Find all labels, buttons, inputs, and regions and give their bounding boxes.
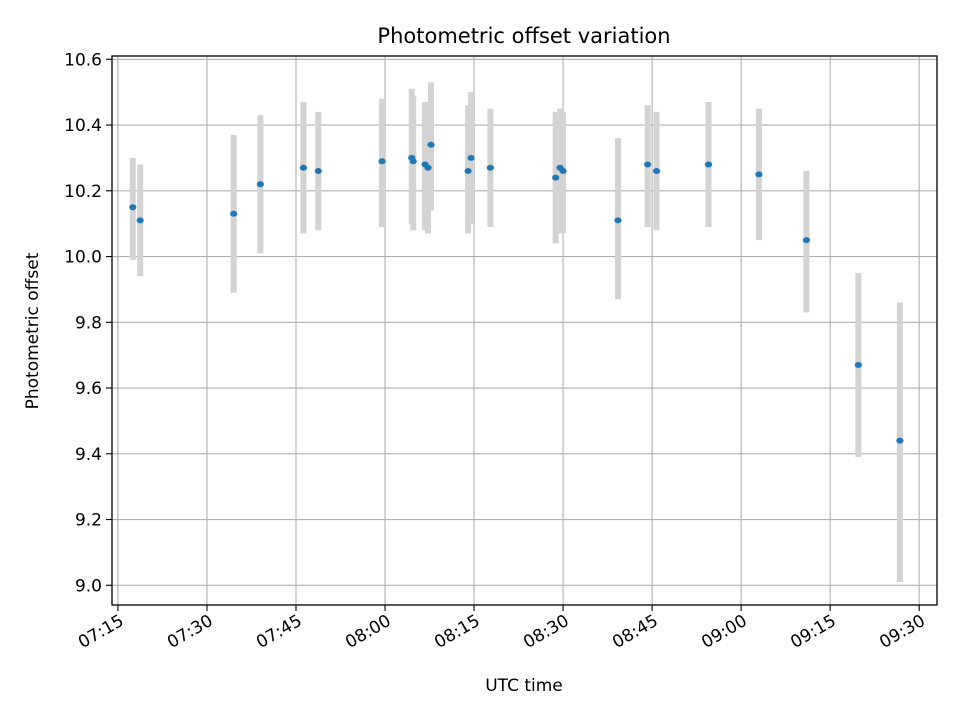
- y-tick-label: 9.4: [75, 445, 102, 465]
- y-axis: 9.0 9.2 9.4 9.6 9.8 10.0 10.2 10.4 10.6: [64, 50, 112, 596]
- data-point: [427, 141, 435, 148]
- data-point: [614, 217, 622, 224]
- data-points: [129, 141, 904, 444]
- data-point: [424, 164, 432, 171]
- plot-area: [111, 55, 938, 606]
- data-point: [467, 154, 475, 161]
- y-tick-label: 10.0: [64, 248, 102, 268]
- y-tick-label: 9.2: [75, 511, 102, 531]
- chart-title: Photometric offset variation: [377, 24, 670, 48]
- data-point: [755, 171, 763, 178]
- data-point: [256, 181, 264, 188]
- data-point: [802, 237, 811, 244]
- y-tick-label: 9.0: [75, 576, 102, 596]
- data-point: [378, 158, 386, 165]
- y-tick-label: 10.4: [64, 116, 102, 136]
- data-point: [464, 168, 472, 175]
- data-point: [409, 158, 417, 165]
- data-point: [644, 161, 652, 168]
- x-axis-title: UTC time: [485, 676, 563, 696]
- data-point: [129, 204, 137, 211]
- data-point: [486, 164, 494, 171]
- data-point: [230, 210, 238, 217]
- y-tick-label: 9.6: [75, 379, 102, 399]
- data-point: [652, 168, 661, 175]
- data-point: [136, 217, 144, 224]
- data-point: [299, 164, 308, 171]
- y-tick-label: 10.6: [64, 50, 102, 70]
- data-point: [559, 168, 567, 175]
- data-point: [552, 174, 560, 181]
- data-point: [704, 161, 713, 168]
- y-tick-label: 10.2: [64, 182, 102, 202]
- plot-frame: [111, 55, 938, 606]
- data-point: [896, 437, 904, 444]
- y-axis-title: Photometric offset: [23, 252, 43, 409]
- data-point: [314, 168, 322, 175]
- data-point: [854, 362, 862, 369]
- y-tick-label: 9.8: [75, 313, 102, 333]
